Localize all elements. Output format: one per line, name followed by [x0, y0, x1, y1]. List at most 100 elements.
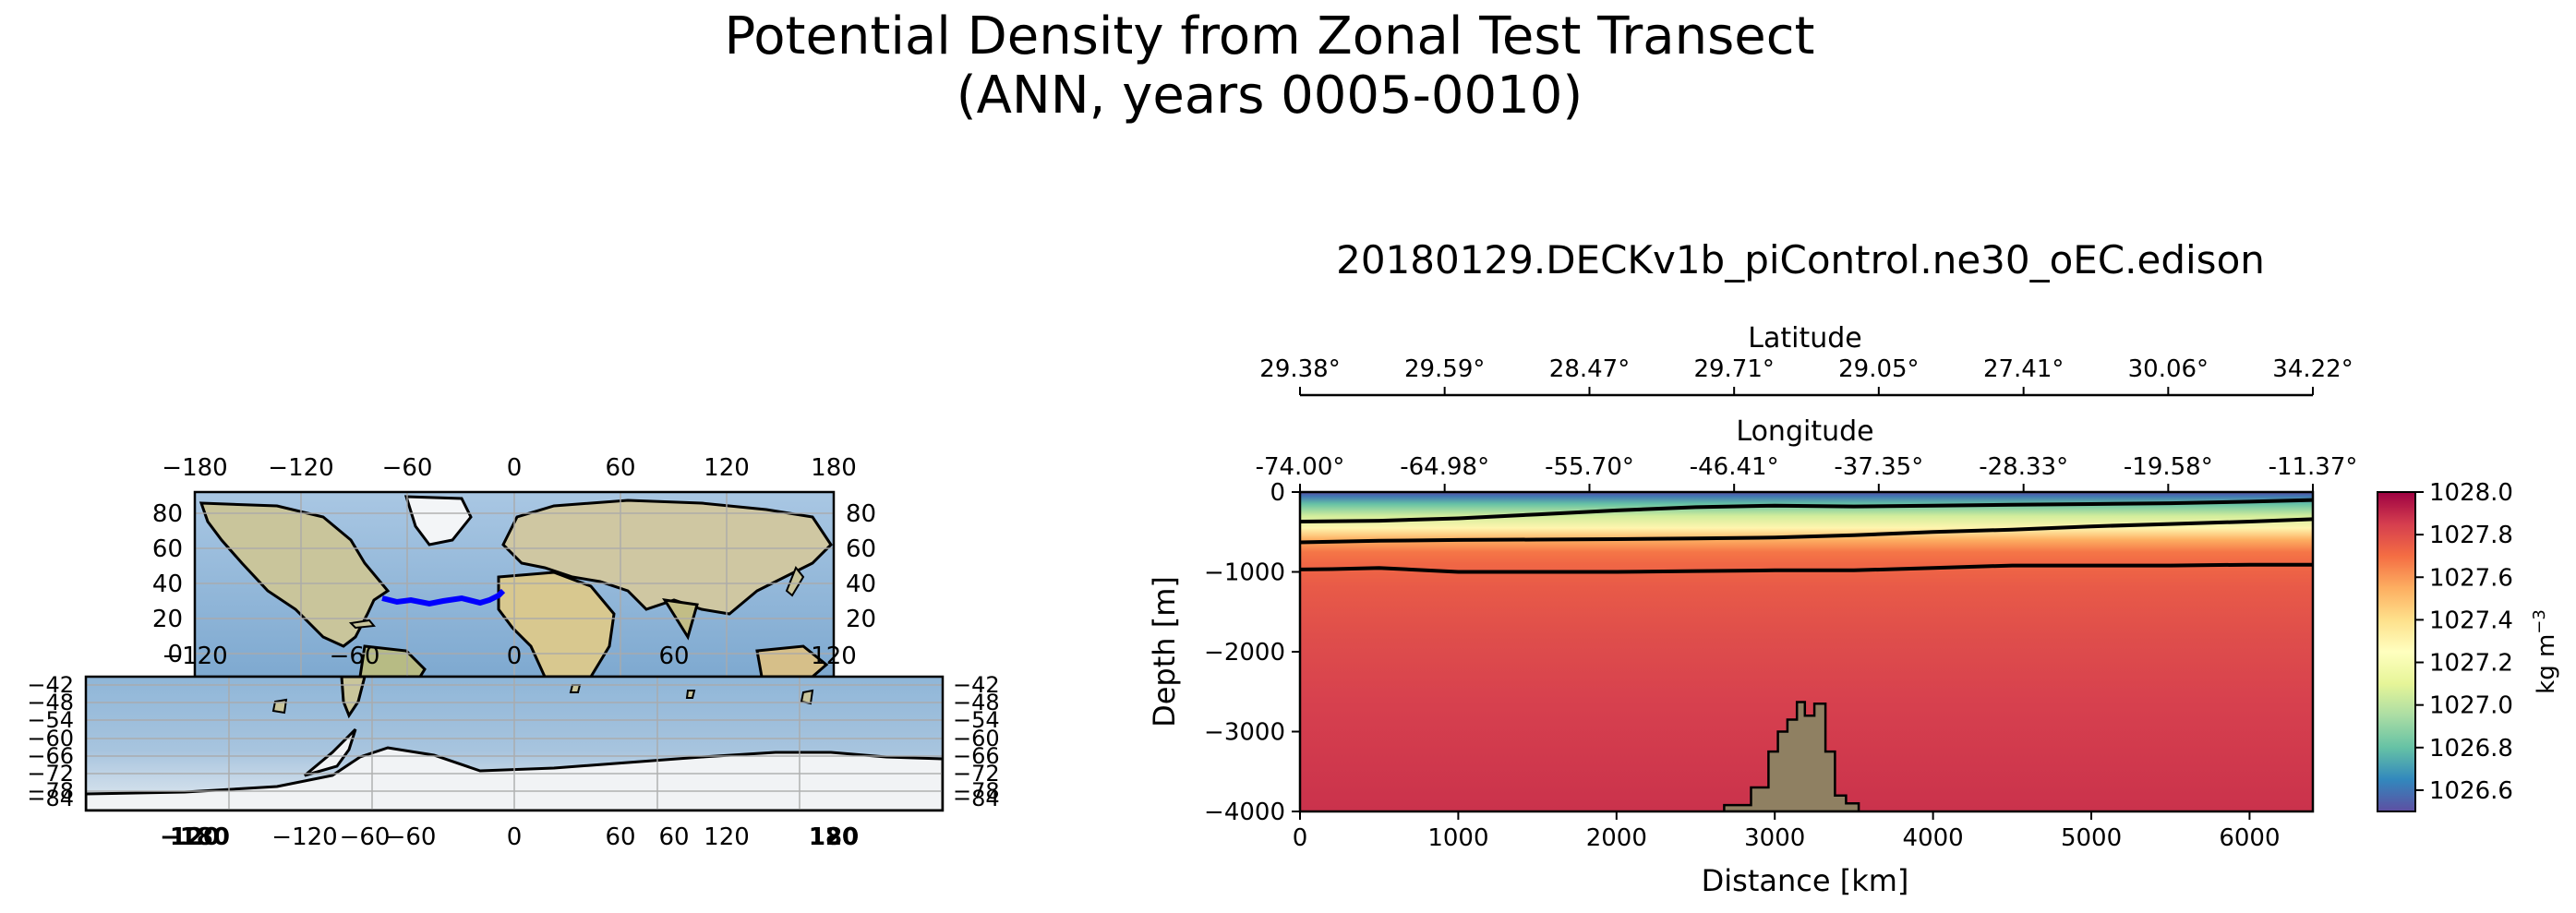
- latitude-tick-label: 29.71°: [1693, 355, 1774, 383]
- map-lower-x-tick: 0: [507, 823, 523, 851]
- colorbar-label-unit: kg m: [2533, 634, 2560, 694]
- map-lower-panel: [84, 675, 945, 812]
- map-lower-y-tick: −60: [953, 726, 1000, 751]
- map-lower-x-tick: 120: [704, 823, 750, 851]
- map-bottom-tick: 120: [811, 643, 857, 670]
- map-upper-right-ticks: 80 60 40 20: [846, 500, 876, 633]
- map-top-tick: −180: [162, 454, 227, 482]
- map-lower-x-tick: −180: [160, 823, 230, 851]
- map-bottom-tick: 60: [658, 643, 689, 670]
- map-lower-y-tick: −72: [953, 761, 1000, 787]
- x-tick-label: 3000: [1744, 824, 1805, 852]
- map-lower-y-tick: −72: [27, 761, 74, 787]
- latitude-tick-label: 29.59°: [1404, 355, 1485, 383]
- suptitle-line2: (ANN, years 0005-0010): [957, 66, 1583, 126]
- map-bottom-tick: −120: [162, 643, 227, 670]
- map-upper-top-ticks: −180 −120 −60 0 60 120 180: [162, 454, 857, 482]
- x-tick-label: 2000: [1586, 824, 1647, 852]
- colorbar-tick-label: 1026.8: [2429, 735, 2513, 763]
- map-y-tick: 80: [152, 500, 183, 528]
- y-tick-label: −1000: [1204, 559, 1285, 587]
- map-upper-left-ticks: 80 60 40 20 0: [152, 500, 183, 668]
- x-tick-label: 0: [1293, 824, 1308, 852]
- map-y-tick: 20: [152, 606, 183, 633]
- latitude-tick-label: 34.22°: [2272, 355, 2353, 383]
- longitude-tick-label: -37.35°: [1834, 453, 1923, 481]
- map-top-tick: −120: [268, 454, 333, 482]
- map-top-tick: −60: [382, 454, 433, 482]
- longitude-tick-label: -46.41°: [1690, 453, 1779, 481]
- map-lower-bottom-ticks: −180 120 −120 −60 −60 0 60 60 120 180 12…: [160, 823, 859, 851]
- y-axis-label: Depth [m]: [1147, 576, 1182, 727]
- map-lower-right-ticks: −42 −48 −54 −60 −66 −72 −78 −84: [953, 672, 1000, 811]
- map-lower-y-tick: −42: [953, 672, 1000, 698]
- map-y-tick: 60: [152, 535, 183, 563]
- longitude-axis-label: Longitude: [1736, 415, 1873, 448]
- map-lower-frame: [84, 675, 945, 812]
- map-lower-y-tick: −54: [27, 707, 74, 733]
- colorbar: [2377, 491, 2416, 812]
- map-lower-x-tick: −120: [271, 823, 337, 851]
- density-contour-upper: [1300, 498, 2313, 523]
- colorbar-ticks: 1028.0 1027.8 1027.6 1027.4 1027.2 1027.0 1026…: [2415, 479, 2513, 805]
- map-lower-y-tick: −84: [27, 786, 74, 811]
- section-title: 20180129.DECKv1b_piControl.ne30_oEC.edis…: [1336, 237, 2265, 282]
- longitude-tick-label: -28.33°: [1979, 453, 2068, 481]
- colorbar-tick-label: 1027.0: [2429, 692, 2513, 720]
- map-upper-gridlines: [195, 492, 834, 677]
- map-top-tick: 60: [605, 454, 635, 482]
- y-tick-label: −2000: [1204, 639, 1285, 667]
- map-lower-x-tick: 120: [170, 823, 220, 851]
- map-y-tick: 40: [152, 571, 183, 598]
- map-lower-y-tick: −66: [27, 743, 74, 769]
- map-lower-x-tick: 60: [658, 823, 689, 851]
- map-lower-x-tick: 60: [605, 823, 635, 851]
- bathymetry-seafloor: [1723, 701, 1860, 811]
- map-top-tick: 0: [507, 454, 523, 482]
- latitude-tick-label: 28.47°: [1549, 355, 1630, 383]
- map-y-tick: 0: [167, 641, 183, 668]
- colorbar-label-exponent: −3: [2530, 609, 2549, 634]
- longitude-tick-label: -64.98°: [1400, 453, 1489, 481]
- map-lower-x-tick: −60: [340, 823, 391, 851]
- latitude-ticks: 29.38° 29.59° 28.47° 29.71° 29.05° 27.41° 30.0…: [1259, 355, 2353, 395]
- transect-line: [381, 588, 506, 607]
- latitude-tick-label: 29.05°: [1838, 355, 1919, 383]
- x-axis-ticks: 0 1000 2000 3000 4000 5000 6000: [1293, 811, 2281, 852]
- section-plot-area: [1300, 492, 2313, 811]
- map-upper-panel: [193, 490, 836, 679]
- latitude-tick-label: 29.38°: [1259, 355, 1340, 383]
- longitude-tick-label: -55.70°: [1545, 453, 1634, 481]
- longitude-tick-label: -74.00°: [1256, 453, 1345, 481]
- y-axis-ticks: 0 −1000 −2000 −3000 −4000: [1204, 479, 1300, 826]
- colorbar-tick-label: 1027.8: [2429, 522, 2513, 549]
- map-lower-y-tick: −54: [953, 707, 1000, 733]
- latitude-tick-label: 27.41°: [1983, 355, 2064, 383]
- density-contour-middle: [1300, 517, 2313, 545]
- map-lower-x-tick: 120: [809, 823, 859, 851]
- suptitle-line1: Potential Density from Zonal Test Transe…: [724, 6, 1814, 66]
- x-tick-label: 4000: [1903, 824, 1964, 852]
- density-contour-lower: [1300, 562, 2313, 574]
- longitude-tick-label: -19.58°: [2124, 453, 2213, 481]
- y-tick-label: 0: [1270, 479, 1285, 507]
- map-lower-x-tick: 180: [809, 823, 859, 851]
- map-lower-y-tick: −60: [27, 726, 74, 751]
- map-upper-bottom-ticks: −120 −60 0 60 120: [162, 643, 857, 670]
- colorbar-tick-label: 1027.6: [2429, 564, 2513, 592]
- longitude-tick-label: -11.37°: [2269, 453, 2358, 481]
- map-lower-y-tick: −48: [953, 690, 1000, 715]
- x-tick-label: 1000: [1427, 824, 1488, 852]
- colorbar-tick-label: 1028.0: [2429, 479, 2513, 507]
- map-lower-y-tick: −78: [27, 778, 74, 804]
- x-tick-label: 6000: [2219, 824, 2280, 852]
- x-axis-label: Distance [km]: [1702, 863, 1909, 898]
- y-tick-label: −4000: [1204, 799, 1285, 826]
- latitude-tick-label: 30.06°: [2128, 355, 2209, 383]
- map-lower-y-tick: −78: [953, 778, 1000, 804]
- x-tick-label: 5000: [2061, 824, 2122, 852]
- colorbar-tick-label: 1027.2: [2429, 650, 2513, 678]
- longitude-ticks: -74.00° -64.98° -55.70° -46.41° -37.35° -28.3…: [1256, 453, 2358, 492]
- colorbar-tick-label: 1026.6: [2429, 777, 2513, 805]
